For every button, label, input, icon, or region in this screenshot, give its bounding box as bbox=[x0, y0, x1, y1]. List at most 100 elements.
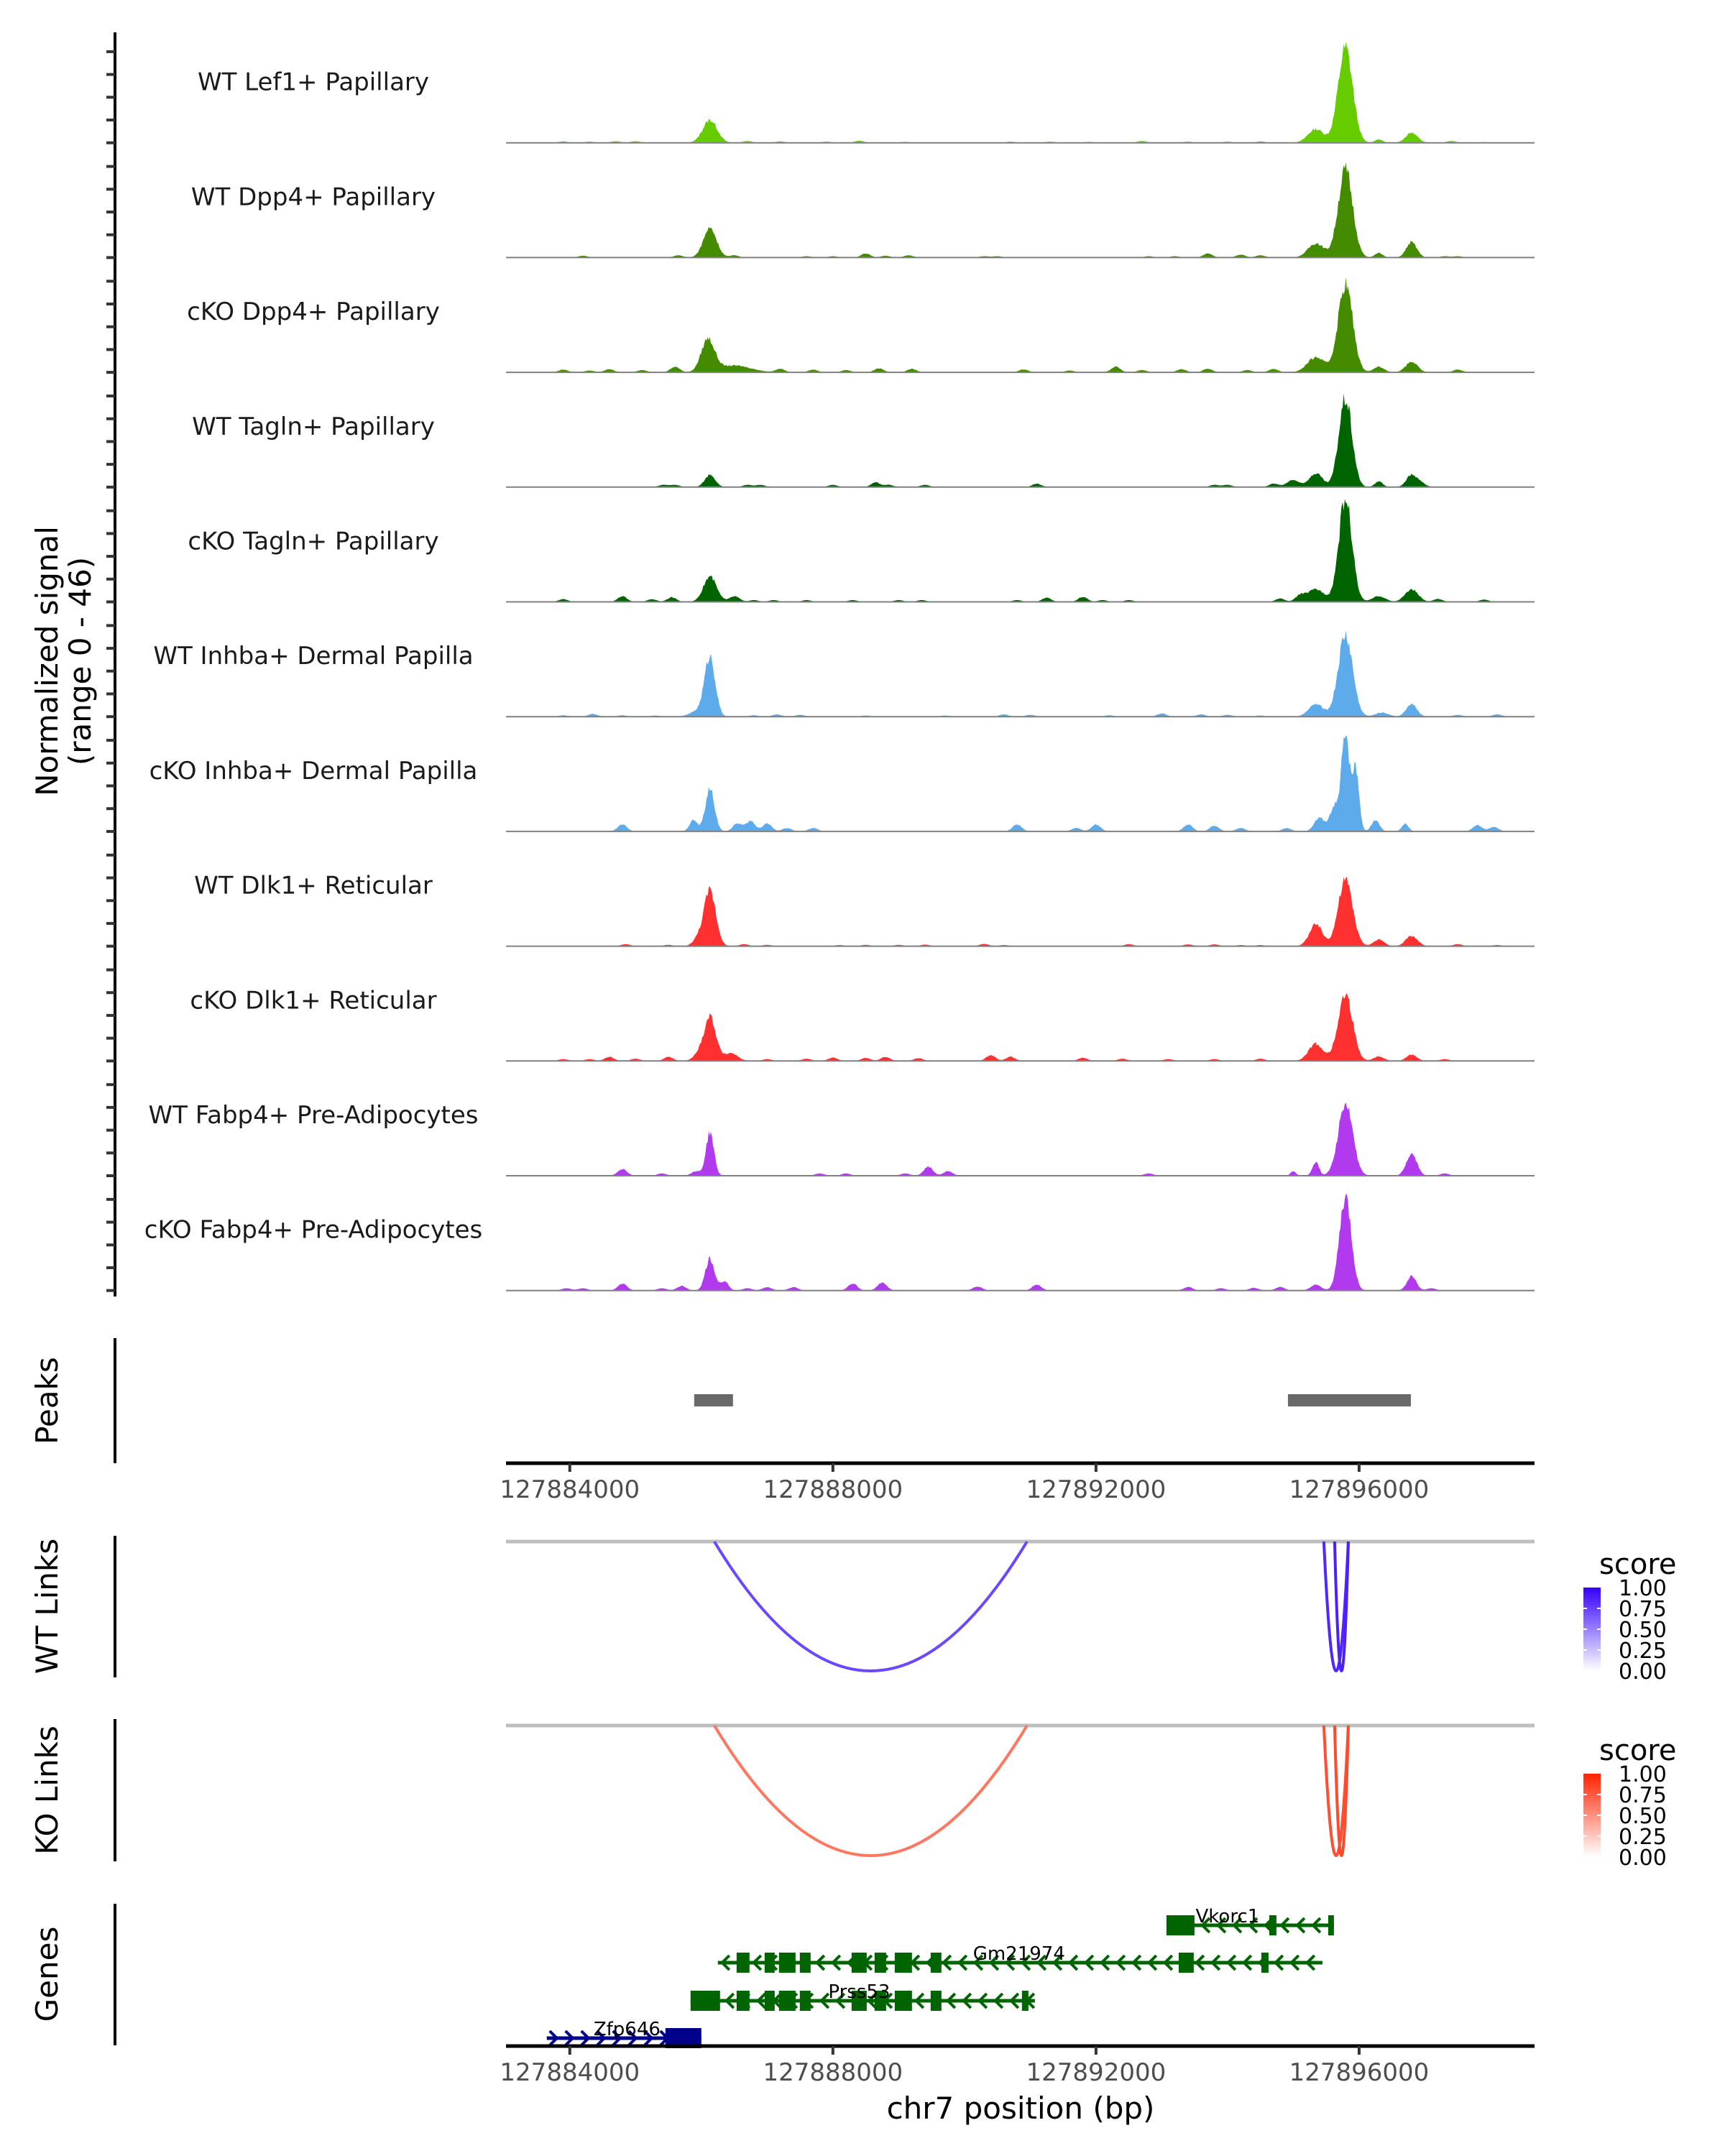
gene-exon bbox=[894, 1991, 912, 2011]
coverage-tracks: WT Lef1+ Papillary WT Dpp4+ Papillary cKO … bbox=[144, 42, 1535, 1291]
gene-exon bbox=[799, 1953, 811, 1973]
gene-label: Vkorc1 bbox=[1196, 1906, 1260, 1927]
legend-label: 0.75 bbox=[1619, 1597, 1667, 1622]
x-axis-tick-label: 127896000 bbox=[1289, 2058, 1430, 2087]
strand-arrow-left-icon bbox=[1052, 1954, 1063, 1971]
gene-exon bbox=[851, 1953, 867, 1973]
gene-exon bbox=[736, 1991, 750, 2011]
genes-track-title: Genes bbox=[29, 1927, 65, 2022]
strand-arrow-left-icon bbox=[719, 1954, 731, 1971]
x-axis-tick-label: 127892000 bbox=[1026, 2058, 1167, 2087]
signal-ylabel-line1: Normalized signal bbox=[29, 526, 65, 796]
coverage-track: cKO Dlk1+ Reticular bbox=[190, 986, 1535, 1062]
coverage-area bbox=[506, 42, 1535, 143]
strand-arrow-left-icon bbox=[1241, 1954, 1253, 1971]
strand-arrow-left-icon bbox=[830, 1954, 842, 1971]
gene-label: Zfp646 bbox=[594, 2019, 661, 2040]
gene-exon bbox=[736, 1953, 750, 1973]
strand-arrow-left-icon bbox=[1216, 1917, 1227, 1934]
signal-ylabel-line2: (range 0 - 46) bbox=[63, 557, 98, 765]
strand-arrow-left-icon bbox=[1289, 1954, 1300, 1971]
strand-arrow-left-icon bbox=[972, 1954, 984, 1971]
strand-arrow-right-icon bbox=[548, 2030, 559, 2047]
gene-exon bbox=[799, 1991, 811, 2011]
strand-arrow-left-icon bbox=[914, 1992, 925, 2009]
gene-exon bbox=[1178, 1953, 1194, 1973]
coverage-track-label: cKO Tagln+ Papillary bbox=[188, 528, 438, 556]
coverage-track: cKO Dpp4+ Papillary bbox=[187, 277, 1535, 374]
strand-arrow-right-icon bbox=[643, 2030, 654, 2047]
strand-arrow-left-icon bbox=[834, 1992, 846, 2009]
strand-arrow-left-icon bbox=[1210, 1954, 1221, 1971]
strand-arrow-left-icon bbox=[1036, 1954, 1047, 1971]
coverage-area bbox=[506, 277, 1535, 373]
strand-arrow-left-icon bbox=[1115, 1954, 1126, 1971]
link-arc bbox=[713, 1540, 1029, 1672]
strand-arrow-left-icon bbox=[755, 1992, 767, 2009]
coverage-track-label: WT Tagln+ Papillary bbox=[192, 413, 435, 441]
link-arc bbox=[1322, 1541, 1350, 1672]
strand-arrow-left-icon bbox=[1200, 1917, 1211, 1934]
strand-arrow-left-icon bbox=[1131, 1954, 1142, 1971]
strand-arrow-right-icon bbox=[627, 2030, 638, 2047]
strand-arrow-right-icon bbox=[580, 2030, 591, 2047]
gene-exon bbox=[1166, 1915, 1195, 1935]
coverage-track: cKO Fabp4+ Pre-Adipocytes bbox=[144, 1194, 1535, 1291]
gene-exon bbox=[1021, 1991, 1029, 2011]
coverage-area bbox=[506, 993, 1535, 1061]
strand-arrow-left-icon bbox=[1194, 1954, 1205, 1971]
coverage-track: WT Lef1+ Papillary bbox=[198, 42, 1535, 144]
legend-label: 0.50 bbox=[1619, 1618, 1667, 1643]
gene-exon bbox=[1261, 1953, 1269, 1973]
strand-arrow-left-icon bbox=[1020, 1954, 1031, 1971]
legend-label: 0.25 bbox=[1619, 1639, 1667, 1664]
link-arc bbox=[1333, 1725, 1350, 1857]
gene-exon bbox=[764, 1991, 775, 2011]
strand-arrow-left-icon bbox=[941, 1954, 952, 1971]
strand-arrow-left-icon bbox=[1295, 1917, 1306, 1934]
coverage-track-label: WT Dpp4+ Papillary bbox=[191, 183, 436, 211]
coverage-track-label: WT Fabp4+ Pre-Adipocytes bbox=[149, 1101, 479, 1130]
legend-label: 0.25 bbox=[1619, 1825, 1667, 1850]
x-axis-title: chr7 position (bp) bbox=[887, 2091, 1155, 2126]
coverage-track-label: WT Inhba+ Dermal Papilla bbox=[153, 642, 473, 671]
strand-arrow-left-icon bbox=[1232, 1917, 1243, 1934]
peak-region bbox=[694, 1394, 733, 1406]
link-arc bbox=[1322, 1725, 1350, 1857]
strand-arrow-left-icon bbox=[866, 1992, 878, 2009]
gene-model: Vkorc1 bbox=[1166, 1906, 1334, 1935]
gene-exon bbox=[778, 1953, 796, 1973]
strand-arrow-left-icon bbox=[1008, 1992, 1020, 2009]
coverage-track-label: WT Dlk1+ Reticular bbox=[194, 872, 433, 900]
gene-exon bbox=[930, 1991, 942, 2011]
x-axis-tick-label: 127884000 bbox=[500, 2058, 640, 2087]
coverage-track: WT Dlk1+ Reticular bbox=[194, 872, 1535, 947]
strand-arrow-left-icon bbox=[814, 1954, 826, 1971]
gene-label: Gm21974 bbox=[973, 1943, 1065, 1965]
strand-arrow-left-icon bbox=[1146, 1954, 1158, 1971]
x-axis-peaks: 127884000 127888000 127892000 127896000 bbox=[500, 1461, 1535, 1504]
gene-exon bbox=[764, 1953, 775, 1973]
legend-title: score bbox=[1599, 1548, 1676, 1581]
peak-region bbox=[1287, 1394, 1411, 1406]
strand-arrow-left-icon bbox=[751, 1954, 763, 1971]
strand-arrow-left-icon bbox=[977, 1992, 988, 2009]
x-axis-tick-label: 127884000 bbox=[500, 1475, 640, 1504]
x-axis-tick-label: 127888000 bbox=[763, 2058, 903, 2087]
legend-label: 1.00 bbox=[1619, 1762, 1667, 1787]
legend-title: score bbox=[1599, 1734, 1676, 1767]
links-track-title: WT Links bbox=[29, 1539, 65, 1674]
strand-arrow-right-icon bbox=[564, 2030, 575, 2047]
strand-arrow-left-icon bbox=[1083, 1954, 1095, 1971]
coverage-area bbox=[506, 1102, 1535, 1176]
strand-arrow-left-icon bbox=[1305, 1954, 1316, 1971]
peaks-track bbox=[114, 1338, 1411, 1463]
gene-exon bbox=[1328, 1915, 1334, 1935]
legend-label: 0.00 bbox=[1619, 1659, 1667, 1685]
coverage-track: cKO Inhba+ Dermal Papilla bbox=[150, 735, 1535, 832]
